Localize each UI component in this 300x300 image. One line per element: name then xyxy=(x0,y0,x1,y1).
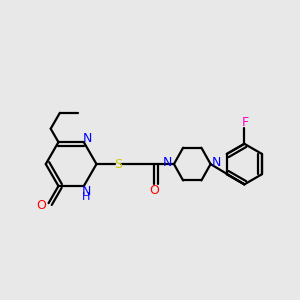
Text: F: F xyxy=(242,116,248,129)
Text: N: N xyxy=(212,156,221,169)
Text: O: O xyxy=(149,184,159,196)
Text: N: N xyxy=(82,132,92,145)
Text: S: S xyxy=(114,158,122,171)
Text: N: N xyxy=(81,184,91,198)
Text: O: O xyxy=(37,200,46,212)
Text: N: N xyxy=(163,156,172,169)
Text: H: H xyxy=(82,192,90,202)
